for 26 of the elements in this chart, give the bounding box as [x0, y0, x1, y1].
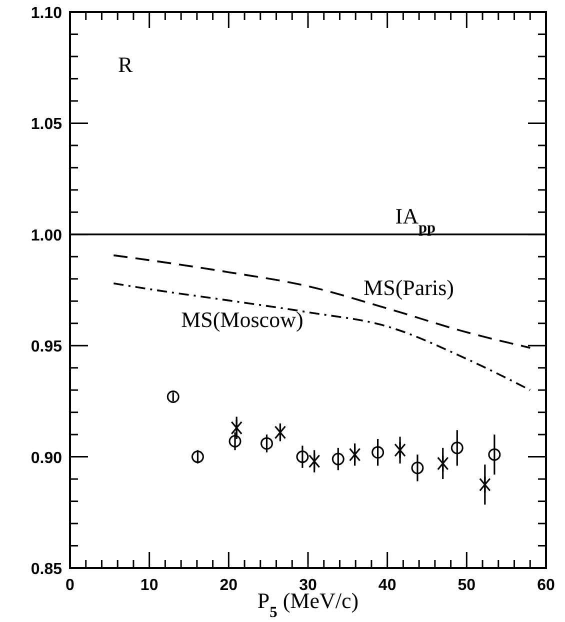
series-label: MS(Moscow): [181, 307, 304, 332]
x-tick-label: 30: [299, 577, 317, 594]
y-tick-label: 1.05: [30, 116, 62, 134]
y-tick-label: 1.10: [30, 5, 62, 22]
y-tick-label: 1.00: [30, 227, 62, 244]
point: [260, 437, 273, 450]
point: [191, 450, 204, 464]
y-tick-label: 0.90: [30, 450, 62, 467]
point: [296, 450, 309, 464]
x-tick-label: 40: [378, 577, 396, 594]
y-tick-label: 0.85: [30, 561, 62, 578]
point: [450, 442, 464, 454]
point: [411, 462, 424, 474]
point: [166, 390, 180, 403]
point: [488, 448, 501, 461]
x-tick-label: 10: [140, 577, 158, 594]
x-tick-label: 0: [66, 577, 75, 594]
x-tick-label: 20: [220, 577, 238, 594]
point: [228, 434, 242, 448]
y-tick-label: 0.95: [30, 338, 62, 356]
x-tick-label: 60: [537, 577, 555, 594]
x-tick-label: 50: [458, 577, 476, 594]
point: [372, 446, 384, 459]
point: [332, 452, 344, 466]
annotation: R: [118, 52, 133, 77]
series-label: MS(Paris): [364, 275, 454, 300]
